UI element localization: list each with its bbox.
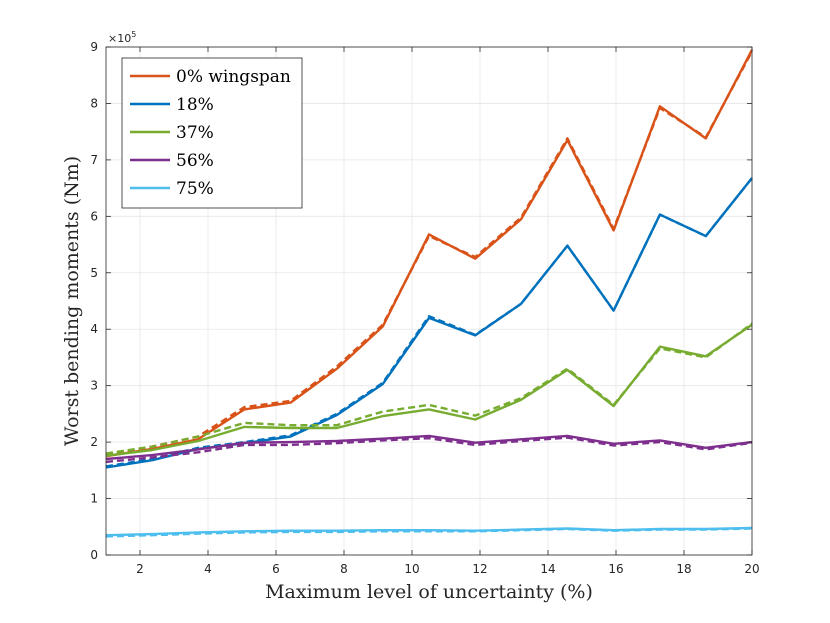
y-tick-label: 6 xyxy=(90,209,98,223)
legend-label-75: 75% xyxy=(176,179,214,199)
x-axis-label: Maximum level of uncertainty (%) xyxy=(265,581,593,603)
x-tick-label: 10 xyxy=(404,562,419,576)
x-tick-label: 18 xyxy=(676,562,691,576)
x-tick-label: 14 xyxy=(540,562,555,576)
y-tick-label: 4 xyxy=(90,322,98,336)
series-line-0-wingspan xyxy=(105,49,754,458)
legend-label-0-wingspan: 0% wingspan xyxy=(176,67,291,87)
y-tick-label: 0 xyxy=(90,548,98,562)
x-tick-label: 2 xyxy=(136,562,144,576)
legend: 0% wingspan 18% 37% 56% 75% xyxy=(121,57,303,209)
plot-frame xyxy=(105,46,753,556)
series-line-dashed-56 xyxy=(105,436,753,464)
y-tick-label: 1 xyxy=(90,492,98,506)
x-tick-label: 20 xyxy=(744,562,759,576)
y-tick-label: 7 xyxy=(90,153,98,167)
y-tick-label: 9 xyxy=(90,40,98,54)
series-line-37 xyxy=(105,323,753,457)
y-tick-label: 3 xyxy=(90,379,98,393)
series-line-56 xyxy=(105,434,753,461)
series-layer xyxy=(105,49,754,538)
x-tick-label: 4 xyxy=(204,562,212,576)
grid-lines xyxy=(106,46,753,556)
y-exponent-label: ×105 xyxy=(108,30,136,45)
y-tick-label: 8 xyxy=(90,96,98,110)
y-exponent-base: ×10 xyxy=(108,32,131,45)
legend-label-37: 37% xyxy=(176,123,214,143)
y-tick-label: 5 xyxy=(90,266,98,280)
legend-label-18: 18% xyxy=(176,95,214,115)
x-tick-label: 12 xyxy=(472,562,487,576)
series-line-75 xyxy=(105,526,753,537)
x-tick-label: 6 xyxy=(272,562,280,576)
y-axis-label: Worst bending moments (Nm) xyxy=(61,156,83,446)
x-tick-label: 8 xyxy=(340,562,348,576)
legend-label-56: 56% xyxy=(176,151,214,171)
y-exponent-power: 5 xyxy=(131,30,136,39)
y-tick-label: 2 xyxy=(90,435,98,449)
x-tick-label: 16 xyxy=(608,562,623,576)
